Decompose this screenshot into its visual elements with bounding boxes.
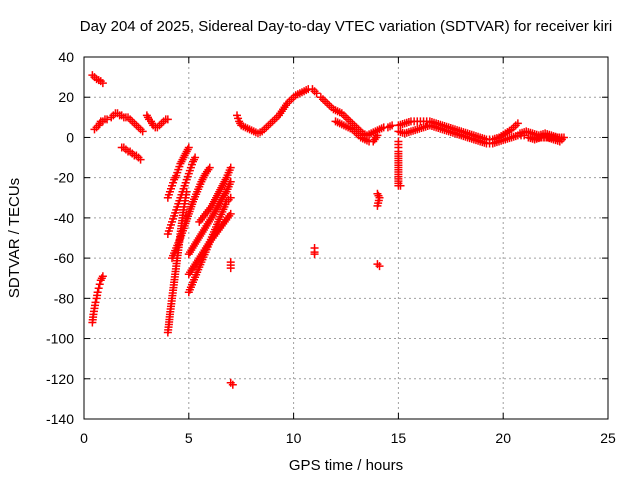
x-tick-label: 15 xyxy=(391,430,407,446)
series-descending-short-arc xyxy=(117,143,145,164)
series-steep-rise-d xyxy=(168,163,214,263)
data-point xyxy=(375,262,384,271)
data-point xyxy=(226,163,235,172)
plot-frame xyxy=(83,56,609,420)
chart-title: Day 204 of 2025, Sidereal Day-to-day VTE… xyxy=(80,18,612,35)
series-isolated-7h xyxy=(226,258,237,389)
y-tick-label: -20 xyxy=(54,170,74,186)
series-lower-midday-band xyxy=(331,117,382,146)
x-tick-label: 5 xyxy=(185,430,193,446)
data-point xyxy=(103,115,112,124)
series-steep-rise-c xyxy=(163,153,200,238)
data-point xyxy=(163,115,172,124)
series-afternoon-band-low xyxy=(394,121,529,148)
series-early-zero-segment xyxy=(90,115,112,134)
data-point xyxy=(205,163,214,172)
y-tick-label: -60 xyxy=(54,250,74,266)
series-plateau-1-3h xyxy=(107,109,147,136)
series-late-band xyxy=(515,127,568,146)
y-tick-label: -140 xyxy=(46,411,74,427)
x-tick-label: 25 xyxy=(600,430,616,446)
grid xyxy=(84,57,608,419)
x-tick-label: 0 xyxy=(80,430,88,446)
series-isolated-15h xyxy=(394,137,405,190)
y-tick-label: 20 xyxy=(58,89,74,105)
data-point xyxy=(136,155,145,164)
data-point xyxy=(98,272,107,281)
series-early-high-arc xyxy=(88,71,107,88)
data-point xyxy=(191,153,200,162)
series-rise-to-midday xyxy=(233,85,321,138)
data-point xyxy=(373,131,382,140)
y-tick-label: 0 xyxy=(66,129,74,145)
series-steep-rise-b xyxy=(163,143,193,202)
series-midday-descent xyxy=(316,93,397,140)
x-axis-label: GPS time / hours xyxy=(289,457,403,474)
y-tick-label: -80 xyxy=(54,290,74,306)
series-isolated-11h xyxy=(310,244,319,259)
data-points xyxy=(88,71,568,389)
data-point xyxy=(228,380,237,389)
data-point xyxy=(91,298,100,307)
series-cluster-3h xyxy=(142,111,172,132)
data-point xyxy=(94,284,103,293)
y-tick-label: -40 xyxy=(54,210,74,226)
axis-ticks: 0 5 10 15 20 25 40 20 0 -20 -40 -60 -80 -100 -120 -140 xyxy=(46,49,616,446)
series-long-rise-c xyxy=(195,163,235,226)
data-point xyxy=(310,250,319,259)
series-early-low-rise xyxy=(88,272,107,327)
x-tick-label: 10 xyxy=(286,430,302,446)
data-point xyxy=(95,280,104,289)
series-long-rise-d xyxy=(184,209,235,279)
data-point xyxy=(93,288,102,297)
y-tick-label: 40 xyxy=(58,49,74,65)
data-point xyxy=(513,119,522,128)
data-point xyxy=(184,143,193,152)
data-point xyxy=(312,89,321,98)
x-tick-label: 20 xyxy=(495,430,511,446)
data-point xyxy=(396,181,405,190)
data-point xyxy=(226,209,235,218)
data-point xyxy=(226,264,235,273)
series-isolated-14h xyxy=(373,189,384,271)
series-long-rise-b xyxy=(184,177,235,259)
y-axis-label: SDTVAR / TECUs xyxy=(6,178,23,298)
data-point xyxy=(226,193,235,202)
y-tick-label: -120 xyxy=(46,371,74,387)
data-point xyxy=(373,201,382,210)
y-tick-label: -100 xyxy=(46,331,74,347)
data-point xyxy=(138,127,147,136)
data-point xyxy=(98,79,107,88)
data-point xyxy=(555,137,564,146)
